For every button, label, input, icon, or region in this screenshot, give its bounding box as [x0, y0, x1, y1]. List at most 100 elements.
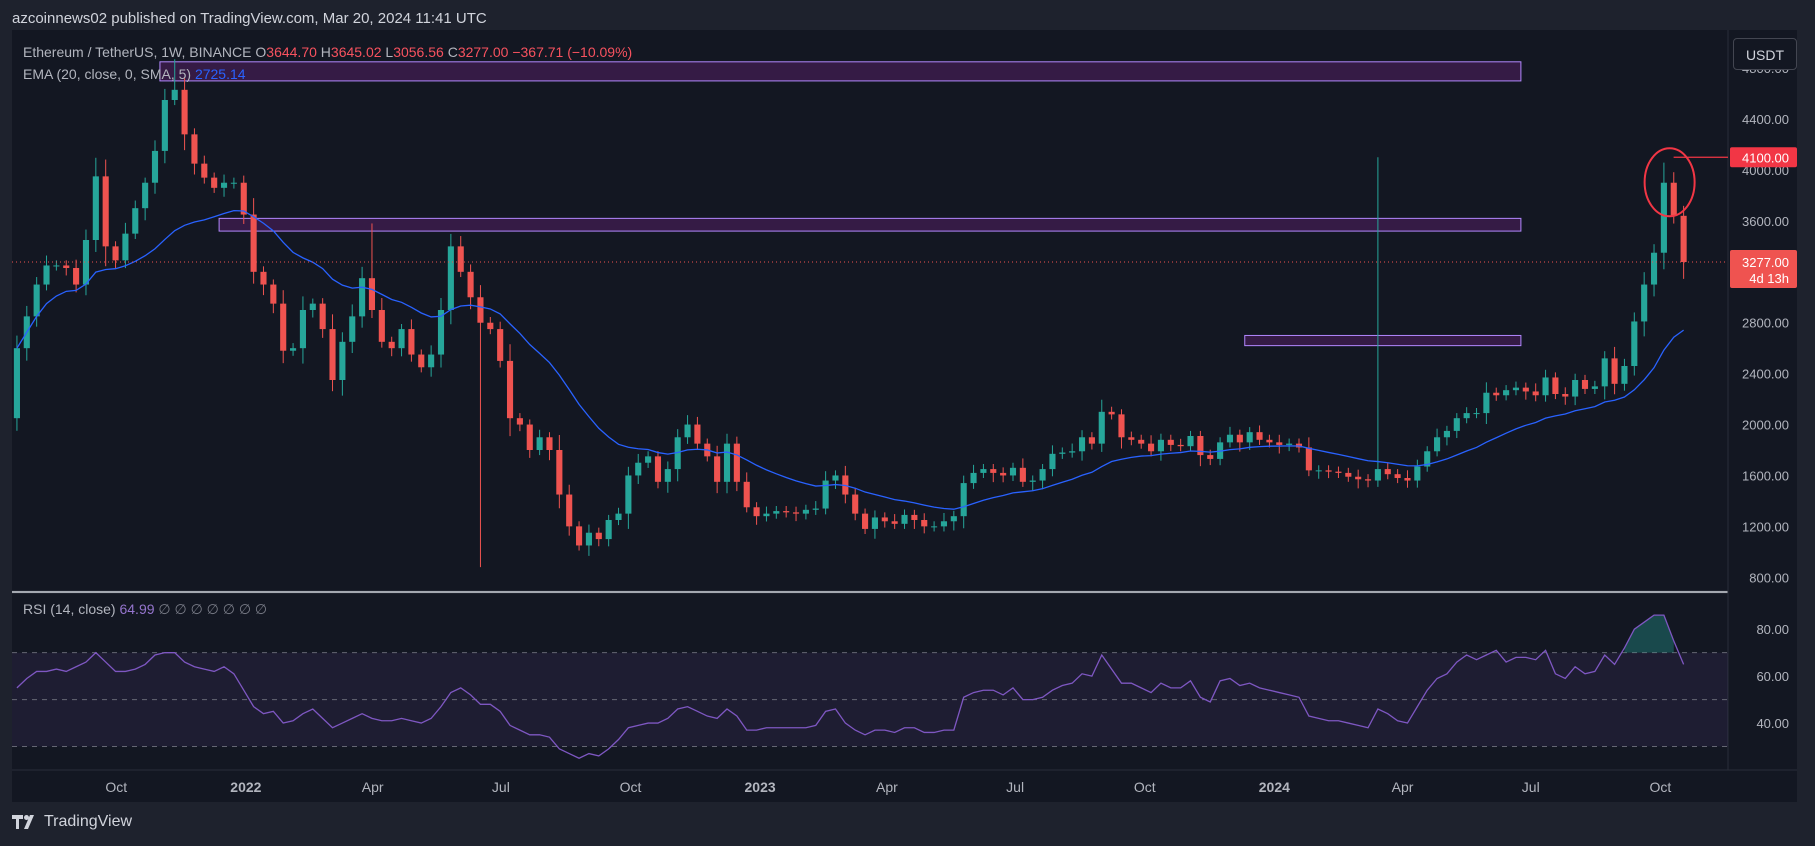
candle-body	[1069, 451, 1076, 453]
candle-body	[1335, 471, 1342, 473]
countdown-label: 4d 13h	[1749, 271, 1789, 286]
price-tick-label: 1200.00	[1742, 519, 1789, 534]
high-label: H	[320, 44, 331, 60]
candle-body	[1049, 453, 1056, 470]
candle-body	[576, 526, 583, 546]
candle-body	[73, 268, 80, 285]
candle-body	[526, 424, 533, 450]
candle-body	[1157, 439, 1164, 452]
candle-body	[1246, 432, 1253, 443]
candle-body	[1670, 182, 1677, 216]
symbol-title[interactable]: Ethereum / TetherUS, 1W, BINANCE	[23, 44, 252, 60]
candle-body	[1098, 411, 1105, 444]
candle-body	[280, 303, 287, 351]
candle-body	[1177, 444, 1184, 447]
candle-body	[250, 214, 257, 272]
candle-body	[516, 418, 523, 425]
candle-body	[1621, 366, 1628, 384]
ema-label[interactable]: EMA (20, close, 0, SMA, 5)	[23, 66, 192, 82]
candle-body	[783, 511, 790, 513]
candle-body	[1256, 432, 1263, 440]
currency-button[interactable]: USDT	[1733, 38, 1797, 70]
rsi-line	[16, 614, 1685, 759]
candle-body	[13, 348, 20, 419]
candle-body	[477, 297, 484, 323]
candle-body	[615, 513, 622, 520]
candle-body	[142, 182, 149, 209]
candle-body	[201, 163, 208, 178]
candle-body	[1591, 386, 1598, 389]
candle-body	[773, 511, 780, 514]
change-value: −367.71 (−10.09%)	[512, 44, 633, 60]
candle-body	[940, 521, 948, 527]
candle-body	[181, 89, 188, 135]
ema-line	[16, 209, 1685, 510]
publish-header: azcoinnews02 published on TradingView.co…	[12, 10, 487, 27]
close-value: 3277.00	[457, 44, 509, 60]
candle-body	[1552, 377, 1559, 394]
candle-body	[437, 310, 445, 355]
time-tick-label: Apr	[1392, 779, 1414, 795]
candle-body	[901, 514, 908, 524]
candle-body	[260, 271, 267, 285]
candle-body	[1088, 437, 1095, 444]
candle-body	[240, 182, 247, 215]
candle-body	[161, 100, 168, 151]
marker-badge	[1730, 147, 1797, 168]
candle-body	[1414, 466, 1421, 481]
candle-body	[1611, 358, 1618, 384]
candle-body	[1315, 470, 1322, 472]
price-tick-label: 2000.00	[1742, 418, 1789, 433]
candle-body	[1581, 380, 1589, 389]
candle-body	[1236, 434, 1243, 443]
rsi-legend: RSI (14, close) 64.99 ∅ ∅ ∅ ∅ ∅ ∅ ∅	[23, 601, 267, 618]
rsi-label[interactable]: RSI (14, close)	[23, 601, 116, 617]
candle-body	[1138, 439, 1145, 444]
candle-body	[1207, 455, 1214, 459]
resistance-zone	[1244, 334, 1522, 347]
candle-body	[862, 513, 869, 529]
candle-body	[339, 341, 346, 380]
candle-body	[1601, 358, 1608, 387]
candle-body	[931, 526, 938, 528]
candle-body	[684, 424, 691, 438]
candle-body	[822, 480, 829, 509]
candle-body	[211, 177, 218, 188]
time-tick-label: Jul	[1522, 779, 1540, 795]
candle-body	[1394, 474, 1401, 478]
price-tick-label: 3600.00	[1742, 214, 1789, 229]
ema-value: 2725.14	[194, 66, 246, 82]
candle-body	[1118, 414, 1125, 438]
candle-body	[398, 329, 405, 349]
tradingview-footer[interactable]: TradingView	[12, 813, 132, 831]
candle-body	[230, 182, 237, 184]
rsi-tick-label: 80.00	[1756, 622, 1789, 637]
rsi-placeholders: ∅ ∅ ∅ ∅ ∅ ∅ ∅	[158, 601, 268, 617]
candle-body	[970, 472, 977, 484]
candle-body	[191, 134, 198, 164]
candle-body	[546, 437, 553, 450]
candle-body	[1384, 469, 1391, 475]
candle-body	[881, 517, 888, 522]
time-tick-label: Apr	[362, 779, 384, 795]
candle-body	[1345, 472, 1352, 477]
candle-body	[1009, 467, 1017, 476]
candle-body	[33, 284, 40, 317]
rsi-tick-label: 60.00	[1756, 669, 1789, 684]
candle-body	[359, 278, 366, 317]
candle-body	[428, 354, 435, 368]
rsi-value: 64.99	[119, 601, 155, 617]
price-tick-label: 4400.00	[1742, 112, 1789, 127]
candle-body	[1325, 470, 1332, 472]
candle-body	[595, 532, 602, 540]
time-tick-label: Jul	[1006, 779, 1024, 795]
candle-body	[1019, 467, 1026, 482]
candle-body	[220, 182, 228, 188]
price-pane-bg	[12, 30, 1728, 590]
candle-body	[1532, 391, 1539, 396]
candle-body	[605, 520, 612, 540]
candle-body	[812, 508, 819, 510]
time-tick-label: 2022	[230, 779, 261, 795]
symbol-legend: Ethereum / TetherUS, 1W, BINANCE O3644.7…	[23, 44, 632, 60]
